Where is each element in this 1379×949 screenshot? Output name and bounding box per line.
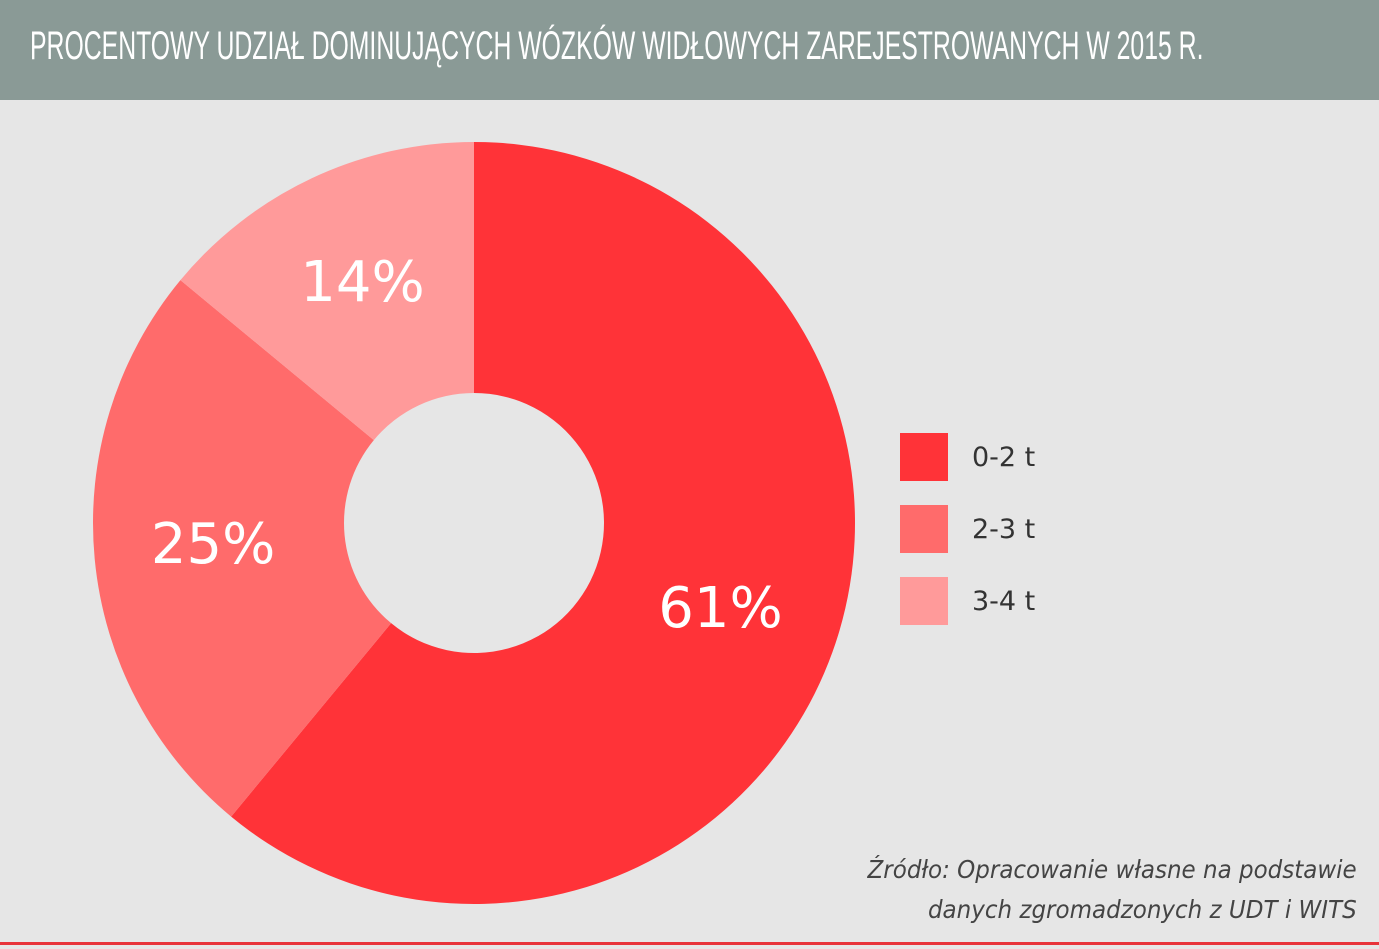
legend-item-0-2t: 0-2 t bbox=[900, 433, 1035, 481]
slice-2-3t bbox=[92, 280, 392, 817]
slice-label-2-3t: 25% bbox=[151, 512, 275, 577]
legend-swatch-0-2t bbox=[900, 433, 948, 481]
chart-title: PROCENTOWY UDZIAŁ DOMINUJĄCYCH WÓZKÓW WI… bbox=[30, 24, 1204, 68]
title-bar: PROCENTOWY UDZIAŁ DOMINUJĄCYCH WÓZKÓW WI… bbox=[0, 0, 1379, 100]
slice-3-4t bbox=[180, 142, 474, 441]
legend-item-2-3t: 2-3 t bbox=[900, 505, 1035, 553]
slice-0-2t bbox=[231, 142, 856, 904]
bottom-rule bbox=[0, 942, 1379, 945]
legend-label-3-4t: 3-4 t bbox=[972, 585, 1036, 617]
legend-label-0-2t: 0-2 t bbox=[972, 441, 1036, 473]
legend-swatch-3-4t bbox=[900, 577, 948, 625]
legend-label-2-3t: 2-3 t bbox=[972, 513, 1036, 545]
source-note: Źródło: Opracowanie własne na podstawie … bbox=[868, 850, 1357, 930]
legend: 0-2 t 2-3 t 3-4 t bbox=[900, 433, 1035, 649]
slice-label-3-4t: 14% bbox=[300, 250, 424, 315]
legend-item-3-4t: 3-4 t bbox=[900, 577, 1035, 625]
source-line-1: Źródło: Opracowanie własne na podstawie bbox=[867, 855, 1357, 884]
legend-swatch-2-3t bbox=[900, 505, 948, 553]
slice-label-0-2t: 61% bbox=[658, 576, 782, 641]
source-line-2: danych zgromadzonych z UDT i WITS bbox=[928, 895, 1357, 924]
